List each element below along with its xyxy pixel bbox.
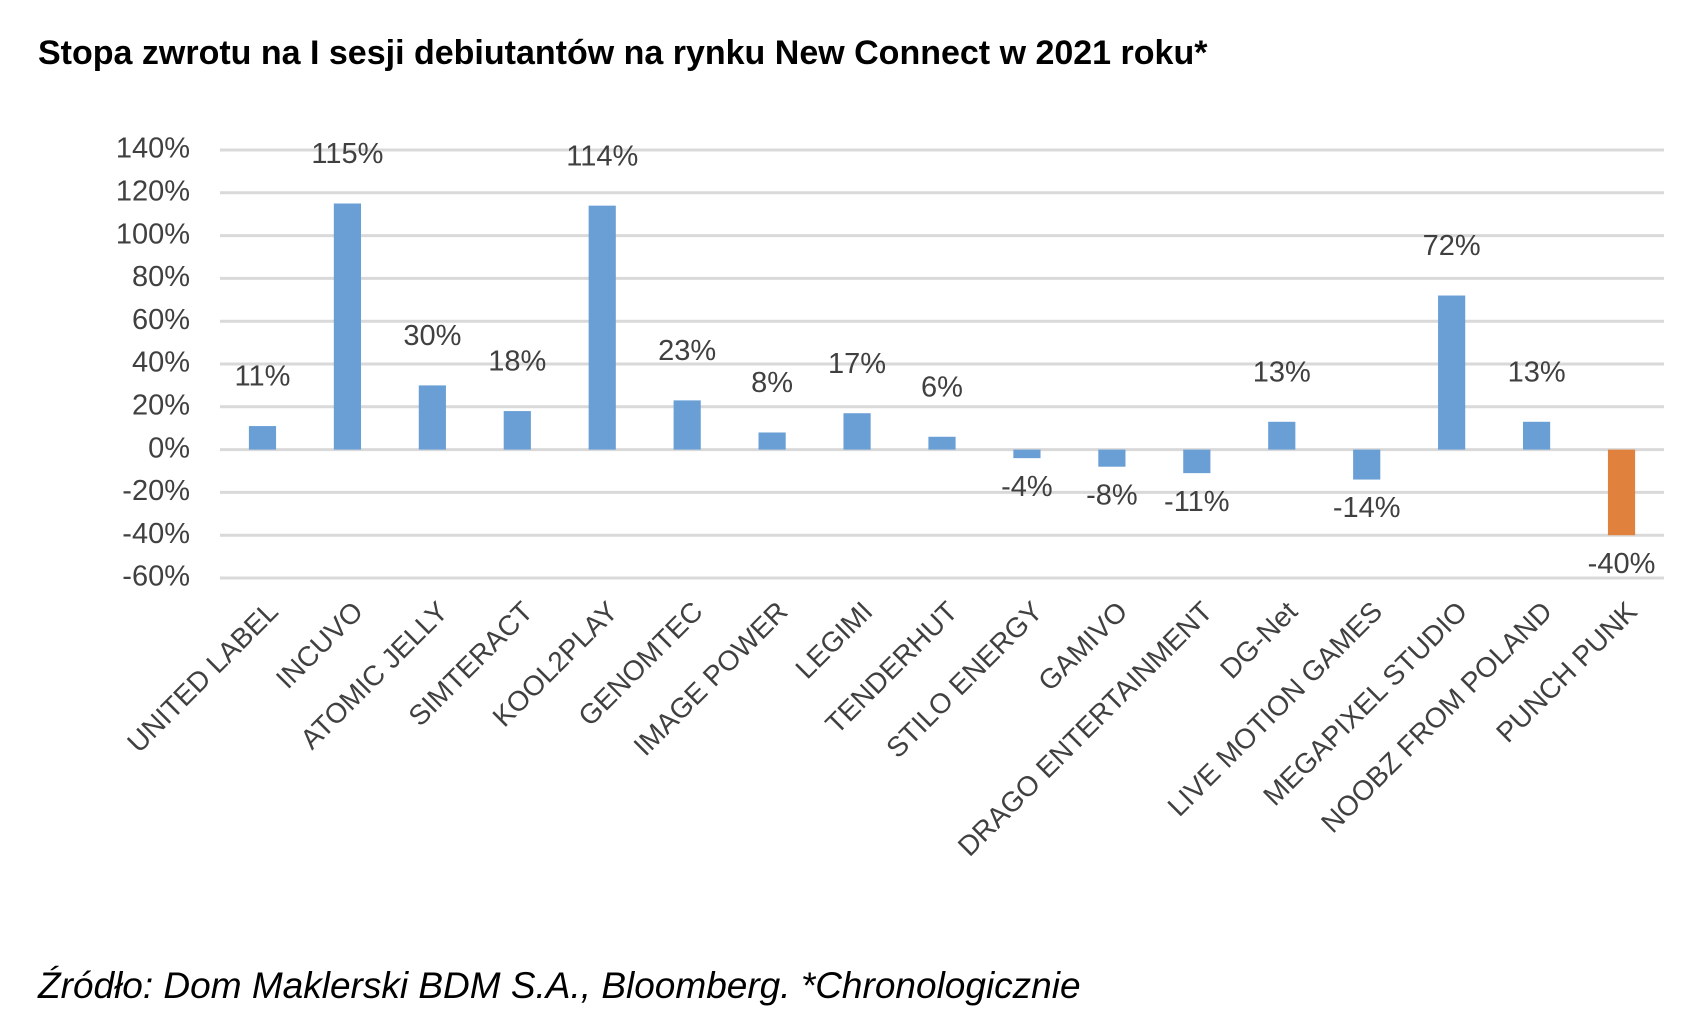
source-note: Źródło: Dom Maklerski BDM S.A., Bloomber… xyxy=(37,965,1081,1006)
data-label: 72% xyxy=(1423,230,1481,262)
bar xyxy=(1268,421,1296,450)
bar xyxy=(843,413,871,450)
y-tick-label: 0% xyxy=(148,432,190,464)
data-label: -4% xyxy=(1001,471,1053,503)
y-tick-label: -20% xyxy=(122,475,190,507)
data-label: -40% xyxy=(1588,548,1656,580)
data-label: -14% xyxy=(1333,492,1401,524)
data-label: 11% xyxy=(235,361,291,393)
x-tick-label: IMAGE POWER xyxy=(628,596,794,762)
data-label: 23% xyxy=(658,335,716,367)
y-tick-label: 100% xyxy=(116,218,190,250)
data-label: 13% xyxy=(1253,356,1311,388)
bar xyxy=(333,203,362,450)
bar xyxy=(1183,449,1211,474)
y-tick-label: 40% xyxy=(132,347,190,379)
data-label: 13% xyxy=(1508,356,1566,388)
chart-title: Stopa zwrotu na I sesji debiutantów na r… xyxy=(38,34,1208,72)
y-tick-label: 120% xyxy=(116,175,190,207)
y-tick-label: -60% xyxy=(122,561,190,593)
data-label: 18% xyxy=(488,346,546,378)
bar xyxy=(1607,449,1636,536)
y-tick-label: 60% xyxy=(132,304,190,336)
bar xyxy=(1438,295,1466,450)
x-tick-label: STILO ENERGY xyxy=(880,595,1048,763)
data-label: -11% xyxy=(1164,486,1230,518)
y-tick-label: 140% xyxy=(116,133,190,165)
bar xyxy=(1522,421,1551,450)
y-tick-label: -40% xyxy=(122,518,190,550)
bar xyxy=(928,436,956,450)
bar xyxy=(673,400,701,450)
bar xyxy=(1353,449,1381,480)
data-label: 8% xyxy=(751,367,793,399)
y-tick-label: 20% xyxy=(132,389,190,421)
data-label: 114% xyxy=(566,140,638,172)
data-label: -8% xyxy=(1086,479,1138,511)
x-tick-label: UNITED LABEL xyxy=(121,596,284,759)
bar xyxy=(1098,449,1126,467)
data-label: 17% xyxy=(828,348,886,380)
bar xyxy=(1013,449,1041,459)
data-label: 115% xyxy=(311,138,383,170)
bar xyxy=(758,432,786,450)
bar xyxy=(418,385,446,450)
y-tick-label: 80% xyxy=(132,261,190,293)
bar xyxy=(588,205,616,450)
data-label: 30% xyxy=(403,320,461,352)
data-label: 6% xyxy=(921,371,963,403)
bar xyxy=(503,411,531,450)
bar xyxy=(248,426,277,450)
x-tick-label: ATOMIC JELLY xyxy=(294,595,454,755)
